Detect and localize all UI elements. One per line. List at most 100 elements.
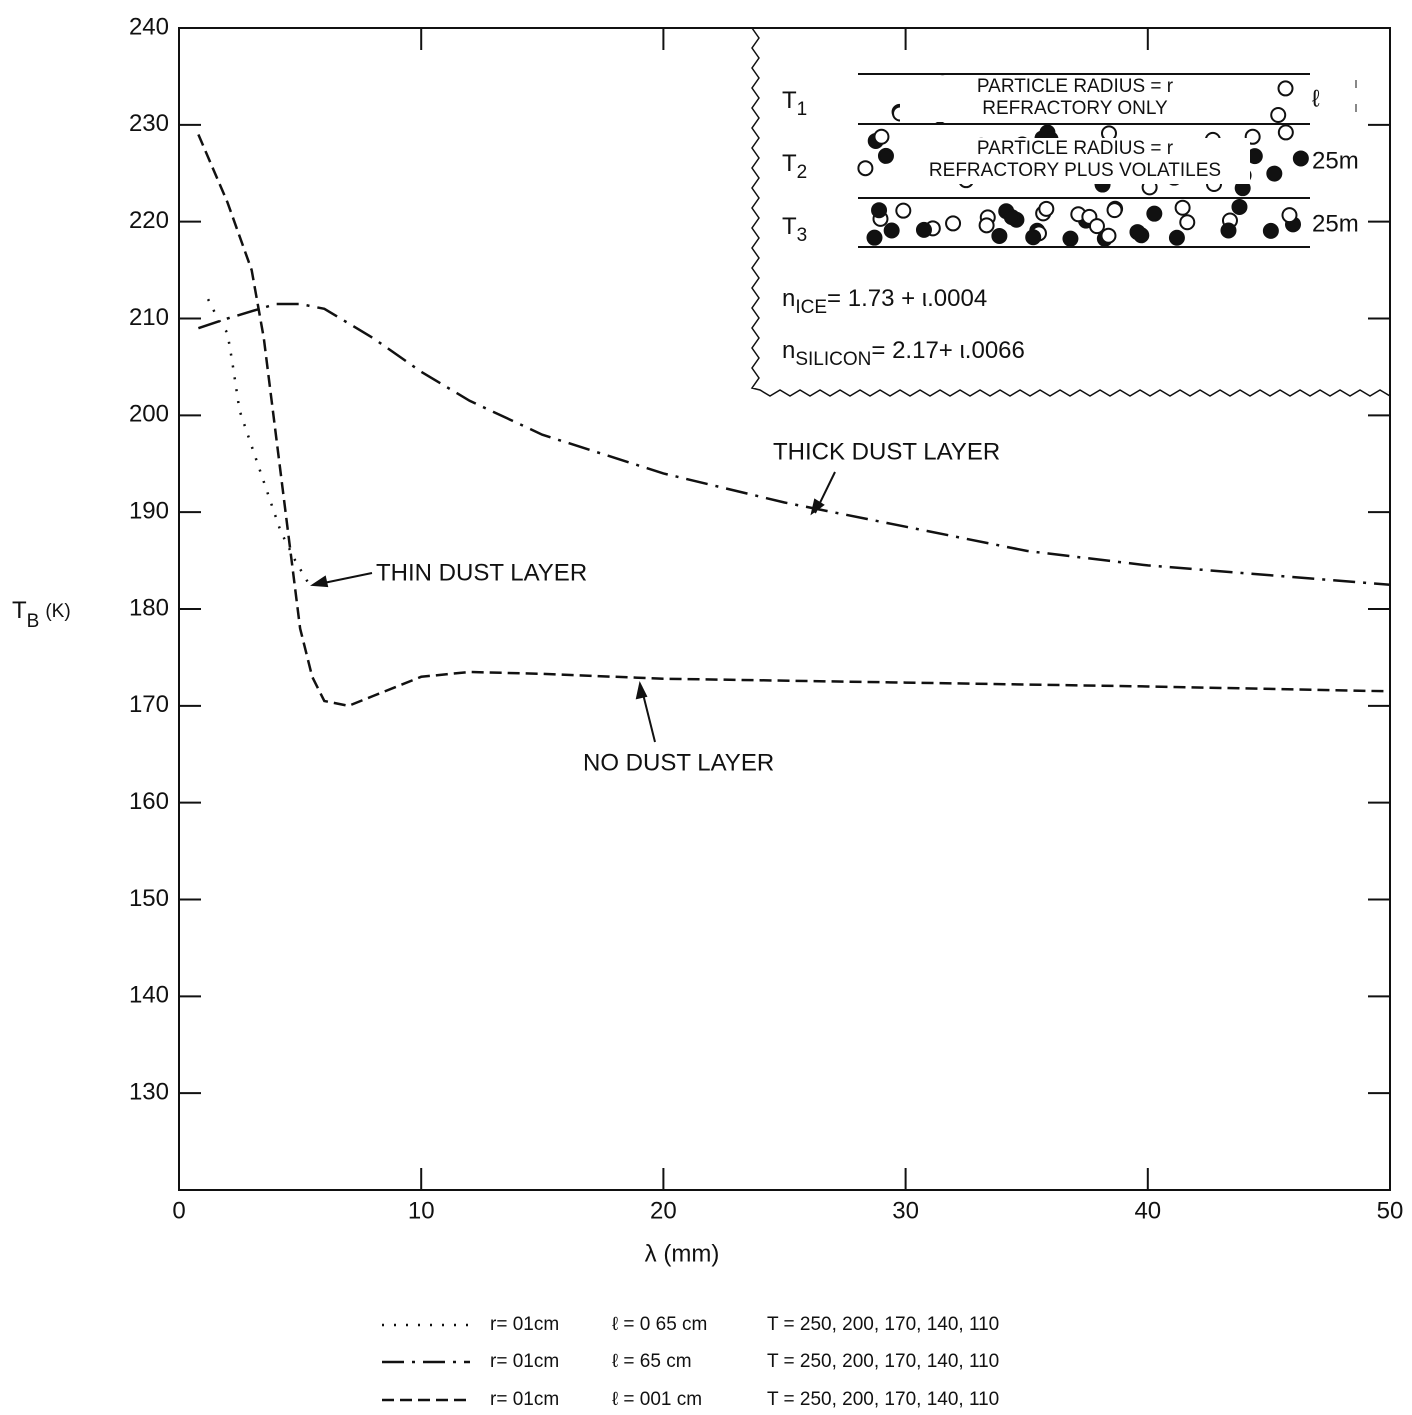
- legend-l: ℓ = 65 cm: [612, 1351, 692, 1372]
- particle: [895, 202, 912, 219]
- particle: [1179, 214, 1196, 231]
- particle: [1025, 229, 1042, 246]
- particle: [915, 221, 932, 238]
- y-tick-label: 160: [129, 788, 169, 815]
- y-tick-label: 180: [129, 594, 169, 621]
- particle: [1277, 80, 1294, 97]
- particle: [1277, 124, 1294, 141]
- particle: [991, 227, 1008, 244]
- y-tick-label: 130: [129, 1079, 169, 1106]
- particle: [866, 229, 883, 246]
- particle: [1262, 222, 1279, 239]
- y-label-unit: (K): [45, 601, 70, 622]
- particle: [978, 217, 995, 234]
- particle: [1270, 106, 1287, 123]
- particle: [1292, 150, 1309, 167]
- particle: [857, 160, 874, 177]
- index-sub: SILICON: [795, 349, 871, 370]
- x-tick-label: 20: [650, 1197, 677, 1224]
- particle: [1220, 222, 1237, 239]
- layer-text: PARTICLE RADIUS = r: [977, 138, 1174, 159]
- particle: [883, 222, 900, 239]
- layer-label-main: T: [782, 87, 797, 114]
- text-bg: [900, 138, 1250, 184]
- y-tick-label: 200: [129, 401, 169, 428]
- text-bg: [900, 76, 1250, 122]
- series-line: [197, 302, 1391, 587]
- x-tick-label: 10: [408, 1197, 435, 1224]
- particle: [1168, 229, 1185, 246]
- particle: [1129, 224, 1146, 241]
- layer-side: ℓ: [1312, 85, 1320, 112]
- annotation: THICK DUST LAYER: [773, 438, 1000, 465]
- layer-text: REFRACTORY ONLY: [982, 98, 1168, 119]
- legend-r: r= 01cm: [490, 1314, 559, 1335]
- layer-label: T1: [782, 87, 807, 120]
- particle: [1100, 227, 1117, 244]
- particle: [1003, 209, 1020, 226]
- index-value: = 2.17+ ι.0066: [871, 337, 1024, 364]
- index-n: n: [782, 337, 795, 364]
- layer-label-sub: 2: [797, 162, 808, 183]
- layer-text: REFRACTORY PLUS VOLATILES: [929, 160, 1221, 181]
- legend-t: T = 250, 200, 170, 140, 110: [767, 1351, 999, 1372]
- particle: [1062, 230, 1079, 247]
- layer-label-main: T: [782, 213, 797, 240]
- particle: [1106, 202, 1123, 219]
- y-tick-label: 240: [129, 13, 169, 40]
- particle: [1231, 198, 1248, 215]
- x-tick-label: 50: [1377, 1197, 1404, 1224]
- y-tick-label: 150: [129, 885, 169, 912]
- y-tick-label: 140: [129, 982, 169, 1009]
- series-line: [206, 298, 314, 591]
- x-tick-label: 0: [172, 1197, 185, 1224]
- inset-border: [750, 27, 1391, 397]
- index-text: nICE= 1.73 + ι.0004: [782, 285, 987, 318]
- index-sub: ICE: [795, 297, 827, 318]
- x-axis-label: λ (mm): [645, 1240, 720, 1267]
- legend-t: T = 250, 200, 170, 140, 110: [767, 1389, 999, 1410]
- index-value: = 1.73 + ι.0004: [827, 285, 987, 312]
- y-tick-label: 220: [129, 207, 169, 234]
- series-line: [197, 134, 1391, 708]
- legend-r: r= 01cm: [490, 1389, 559, 1410]
- layer-label-sub: 3: [797, 225, 808, 246]
- y-tick-label: 210: [129, 304, 169, 331]
- legend-l: ℓ = 001 cm: [612, 1389, 702, 1410]
- index-text: nSILICON= 2.17+ ι.0066: [782, 337, 1025, 370]
- y-label-sub: B: [27, 611, 40, 632]
- annotation: THIN DUST LAYER: [376, 559, 587, 586]
- layer-label: T3: [782, 213, 807, 246]
- particle: [877, 147, 894, 164]
- particle: [873, 128, 890, 145]
- particle: [1281, 207, 1298, 224]
- legend-t: T = 250, 200, 170, 140, 110: [767, 1314, 999, 1335]
- particle: [945, 215, 962, 232]
- index-n: n: [782, 285, 795, 312]
- particle: [1088, 218, 1105, 235]
- layer-side: 25m: [1312, 147, 1359, 174]
- particle: [1146, 205, 1163, 222]
- legend-l: ℓ = 0 65 cm: [612, 1314, 707, 1335]
- layer-side: 25m: [1312, 210, 1359, 237]
- x-tick-label: 30: [892, 1197, 919, 1224]
- particle: [871, 202, 888, 219]
- legend-r: r= 01cm: [490, 1351, 559, 1372]
- layer-text: PARTICLE RADIUS = r: [977, 76, 1174, 97]
- particle: [1038, 200, 1055, 217]
- layer-label-main: T: [782, 150, 797, 177]
- plot-frame: [178, 27, 1391, 1191]
- annotation: NO DUST LAYER: [583, 749, 774, 776]
- particle: [1174, 199, 1191, 216]
- y-tick-label: 190: [129, 498, 169, 525]
- particle: [1266, 165, 1283, 182]
- y-tick-label: 230: [129, 110, 169, 137]
- layer-label: T2: [782, 150, 807, 183]
- y-label-main: T: [12, 597, 27, 624]
- y-axis-label: TB (K): [12, 597, 71, 632]
- layer-label-sub: 1: [797, 99, 808, 120]
- x-tick-label: 40: [1134, 1197, 1161, 1224]
- y-tick-label: 170: [129, 691, 169, 718]
